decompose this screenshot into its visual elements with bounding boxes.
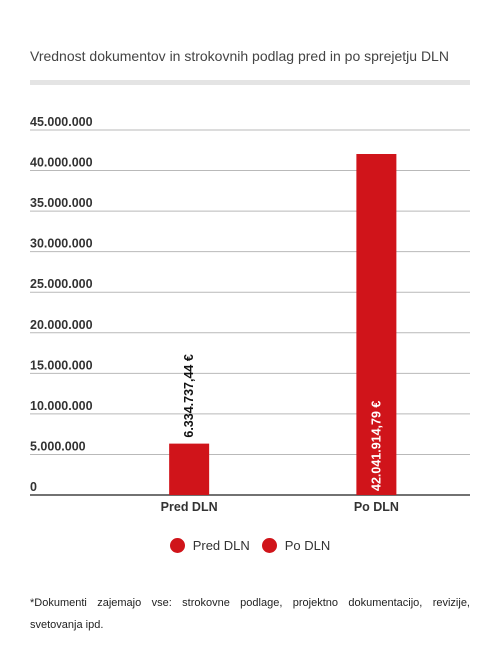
y-tick-label: 35.000.000 [30, 196, 93, 210]
legend-item-pred[interactable]: Pred DLN [169, 538, 250, 553]
bar-chart: 0 5.000.000 10.000.000 15.000.000 20.000.000… [30, 115, 470, 514]
legend-swatch-pred [169, 538, 185, 553]
y-tick-label: 20.000.000 [30, 318, 93, 332]
footnote: *Dokumenti zajemajo vse: strokovne podla… [30, 597, 470, 631]
x-tick-label: Po DLN [354, 500, 399, 514]
y-tick-label: 40.000.000 [30, 156, 93, 170]
y-tick-label: 5.000.000 [30, 439, 86, 453]
chart-title: Vrednost dokumentov in strokovnih podlag… [30, 48, 449, 64]
data-label: 42.041.914,79 € [369, 401, 383, 491]
legend-label-pred: Pred DLN [192, 538, 250, 553]
bar-pred-dln [169, 443, 210, 495]
y-tick-label: 15.000.000 [30, 358, 93, 372]
legend-label-po: Po DLN [284, 538, 331, 553]
legend-swatch-po [261, 538, 277, 553]
legend-item-po[interactable]: Po DLN [261, 538, 331, 553]
y-tick-label: 30.000.000 [30, 237, 93, 251]
y-tick-label: 10.000.000 [30, 399, 93, 413]
chart-legend: Pred DLN Po DLN [0, 538, 500, 553]
y-tick-label: 0 [30, 480, 37, 494]
y-tick-label: 25.000.000 [30, 277, 93, 291]
x-tick-label: Pred DLN [161, 500, 218, 514]
data-label: 6.334.737,44 € [182, 354, 196, 437]
y-tick-label: 45.000.000 [30, 115, 93, 129]
bar-po-dln [356, 153, 397, 496]
title-divider [30, 80, 470, 85]
